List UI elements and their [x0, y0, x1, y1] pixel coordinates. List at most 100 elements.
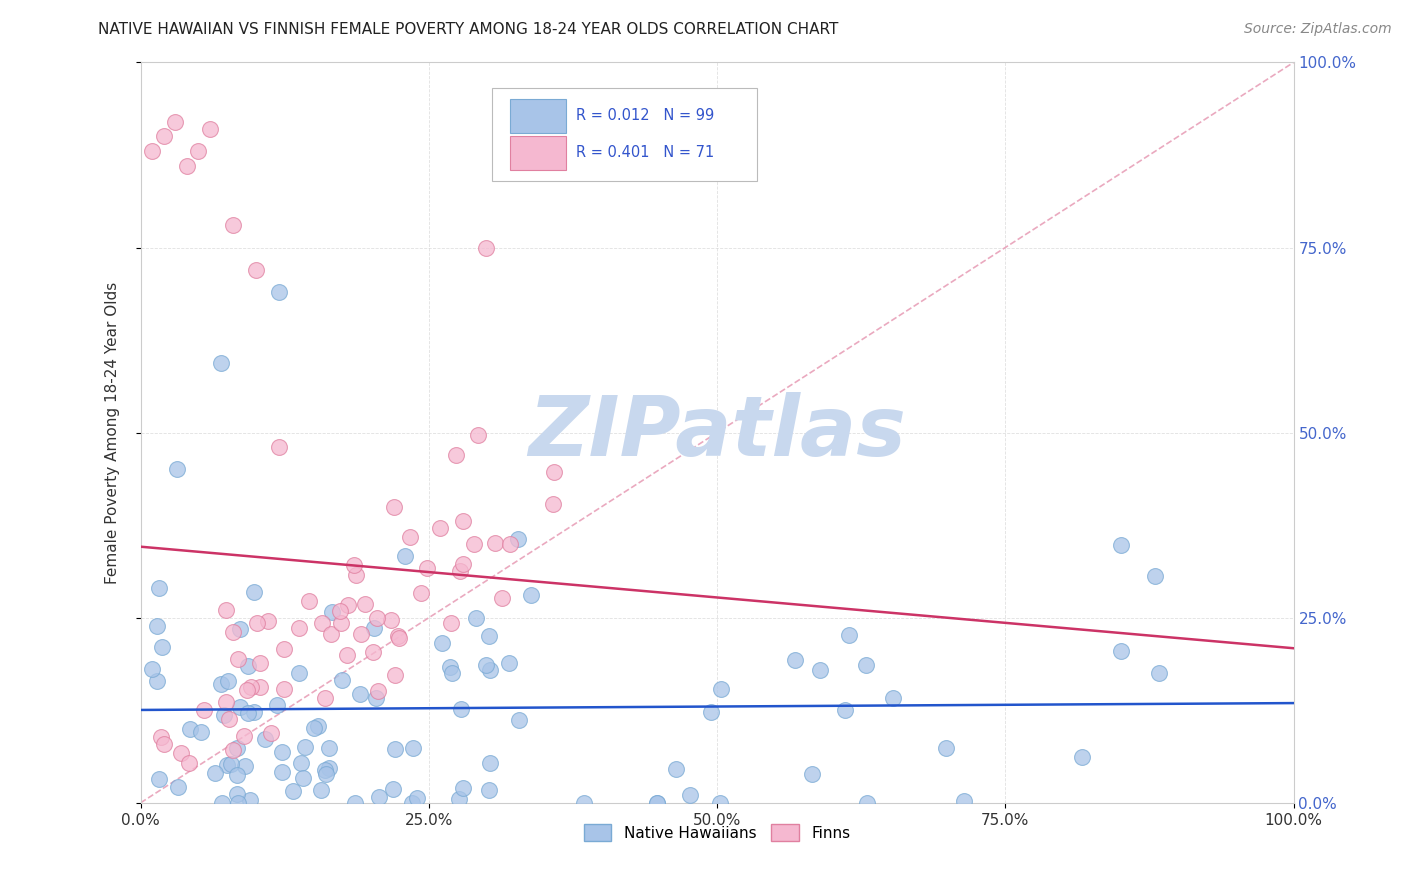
Point [294, 740, 316, 755]
Point [298, 593, 321, 607]
Point [212, 708, 235, 723]
Point [176, 159, 198, 173]
Point [167, 780, 190, 794]
Point [193, 703, 215, 717]
Point [314, 690, 336, 705]
Point [709, 796, 731, 810]
Point [243, 585, 266, 599]
Point [232, 729, 254, 743]
Point [256, 614, 278, 628]
Point [543, 465, 565, 479]
Point [498, 656, 520, 670]
Text: NATIVE HAWAIIAN VS FINNISH FEMALE POVERTY AMONG 18-24 YEAR OLDS CORRELATION CHAR: NATIVE HAWAIIAN VS FINNISH FEMALE POVERT… [98, 22, 839, 37]
Point [209, 356, 232, 370]
Point [177, 756, 200, 771]
Point [520, 589, 543, 603]
Point [148, 772, 170, 787]
Point [318, 740, 340, 755]
Point [302, 721, 325, 735]
Point [335, 648, 357, 663]
Point [409, 586, 432, 600]
Point [228, 652, 250, 666]
FancyBboxPatch shape [509, 136, 567, 169]
Point [541, 498, 564, 512]
Point [380, 613, 402, 627]
Point [343, 558, 366, 572]
Point [838, 628, 860, 642]
Point [314, 763, 336, 777]
Point [145, 619, 167, 633]
Point [1070, 749, 1092, 764]
Point [226, 740, 249, 755]
Point [288, 666, 311, 681]
Point [337, 599, 360, 613]
Y-axis label: Female Poverty Among 18-24 Year Olds: Female Poverty Among 18-24 Year Olds [105, 282, 120, 583]
Point [478, 663, 501, 677]
Point [350, 627, 373, 641]
Point [329, 604, 352, 618]
Point [1111, 644, 1133, 658]
Point [700, 705, 723, 719]
Point [239, 793, 262, 807]
Point [273, 642, 295, 657]
Point [238, 659, 260, 673]
Point [349, 687, 371, 701]
Point [215, 695, 238, 709]
Point [209, 676, 232, 690]
Point [484, 536, 506, 550]
Point [1144, 569, 1167, 583]
Point [228, 796, 250, 810]
Point [344, 796, 367, 810]
FancyBboxPatch shape [492, 88, 758, 181]
Point [204, 765, 226, 780]
Point [364, 690, 387, 705]
Point [363, 645, 385, 659]
Point [321, 605, 343, 619]
Point [430, 636, 453, 650]
Point [953, 794, 976, 808]
Point [165, 114, 187, 128]
Point [449, 564, 471, 578]
Point [287, 621, 309, 635]
Point [401, 796, 423, 810]
Point [429, 521, 451, 535]
Point [498, 536, 520, 550]
Point [217, 673, 239, 688]
Point [236, 706, 259, 720]
Point [388, 631, 411, 645]
Text: R = 0.401   N = 71: R = 0.401 N = 71 [576, 145, 714, 160]
Point [475, 240, 498, 255]
Point [271, 764, 294, 779]
Point [233, 759, 256, 773]
Point [354, 597, 377, 611]
Point [382, 500, 405, 514]
Point [215, 603, 238, 617]
Point [249, 657, 271, 671]
Point [187, 145, 209, 159]
Point [221, 624, 243, 639]
Point [266, 698, 288, 713]
Point [150, 730, 173, 744]
Point [152, 129, 174, 144]
Point [451, 557, 474, 571]
Point [491, 591, 513, 605]
Point [645, 796, 668, 810]
Point [508, 713, 530, 727]
Point [394, 549, 416, 564]
Point [645, 796, 668, 810]
Point [935, 741, 957, 756]
Point [315, 767, 337, 781]
Point [384, 668, 406, 682]
Point [453, 781, 475, 796]
Point [198, 122, 221, 136]
Point [228, 622, 250, 636]
Point [242, 706, 264, 720]
Point [709, 681, 731, 696]
Point [292, 771, 315, 785]
Point [229, 699, 252, 714]
Point [1149, 665, 1171, 680]
Legend: Native Hawaiians, Finns: Native Hawaiians, Finns [578, 818, 856, 847]
Point [1109, 538, 1132, 552]
Point [572, 796, 595, 810]
Point [190, 725, 212, 739]
